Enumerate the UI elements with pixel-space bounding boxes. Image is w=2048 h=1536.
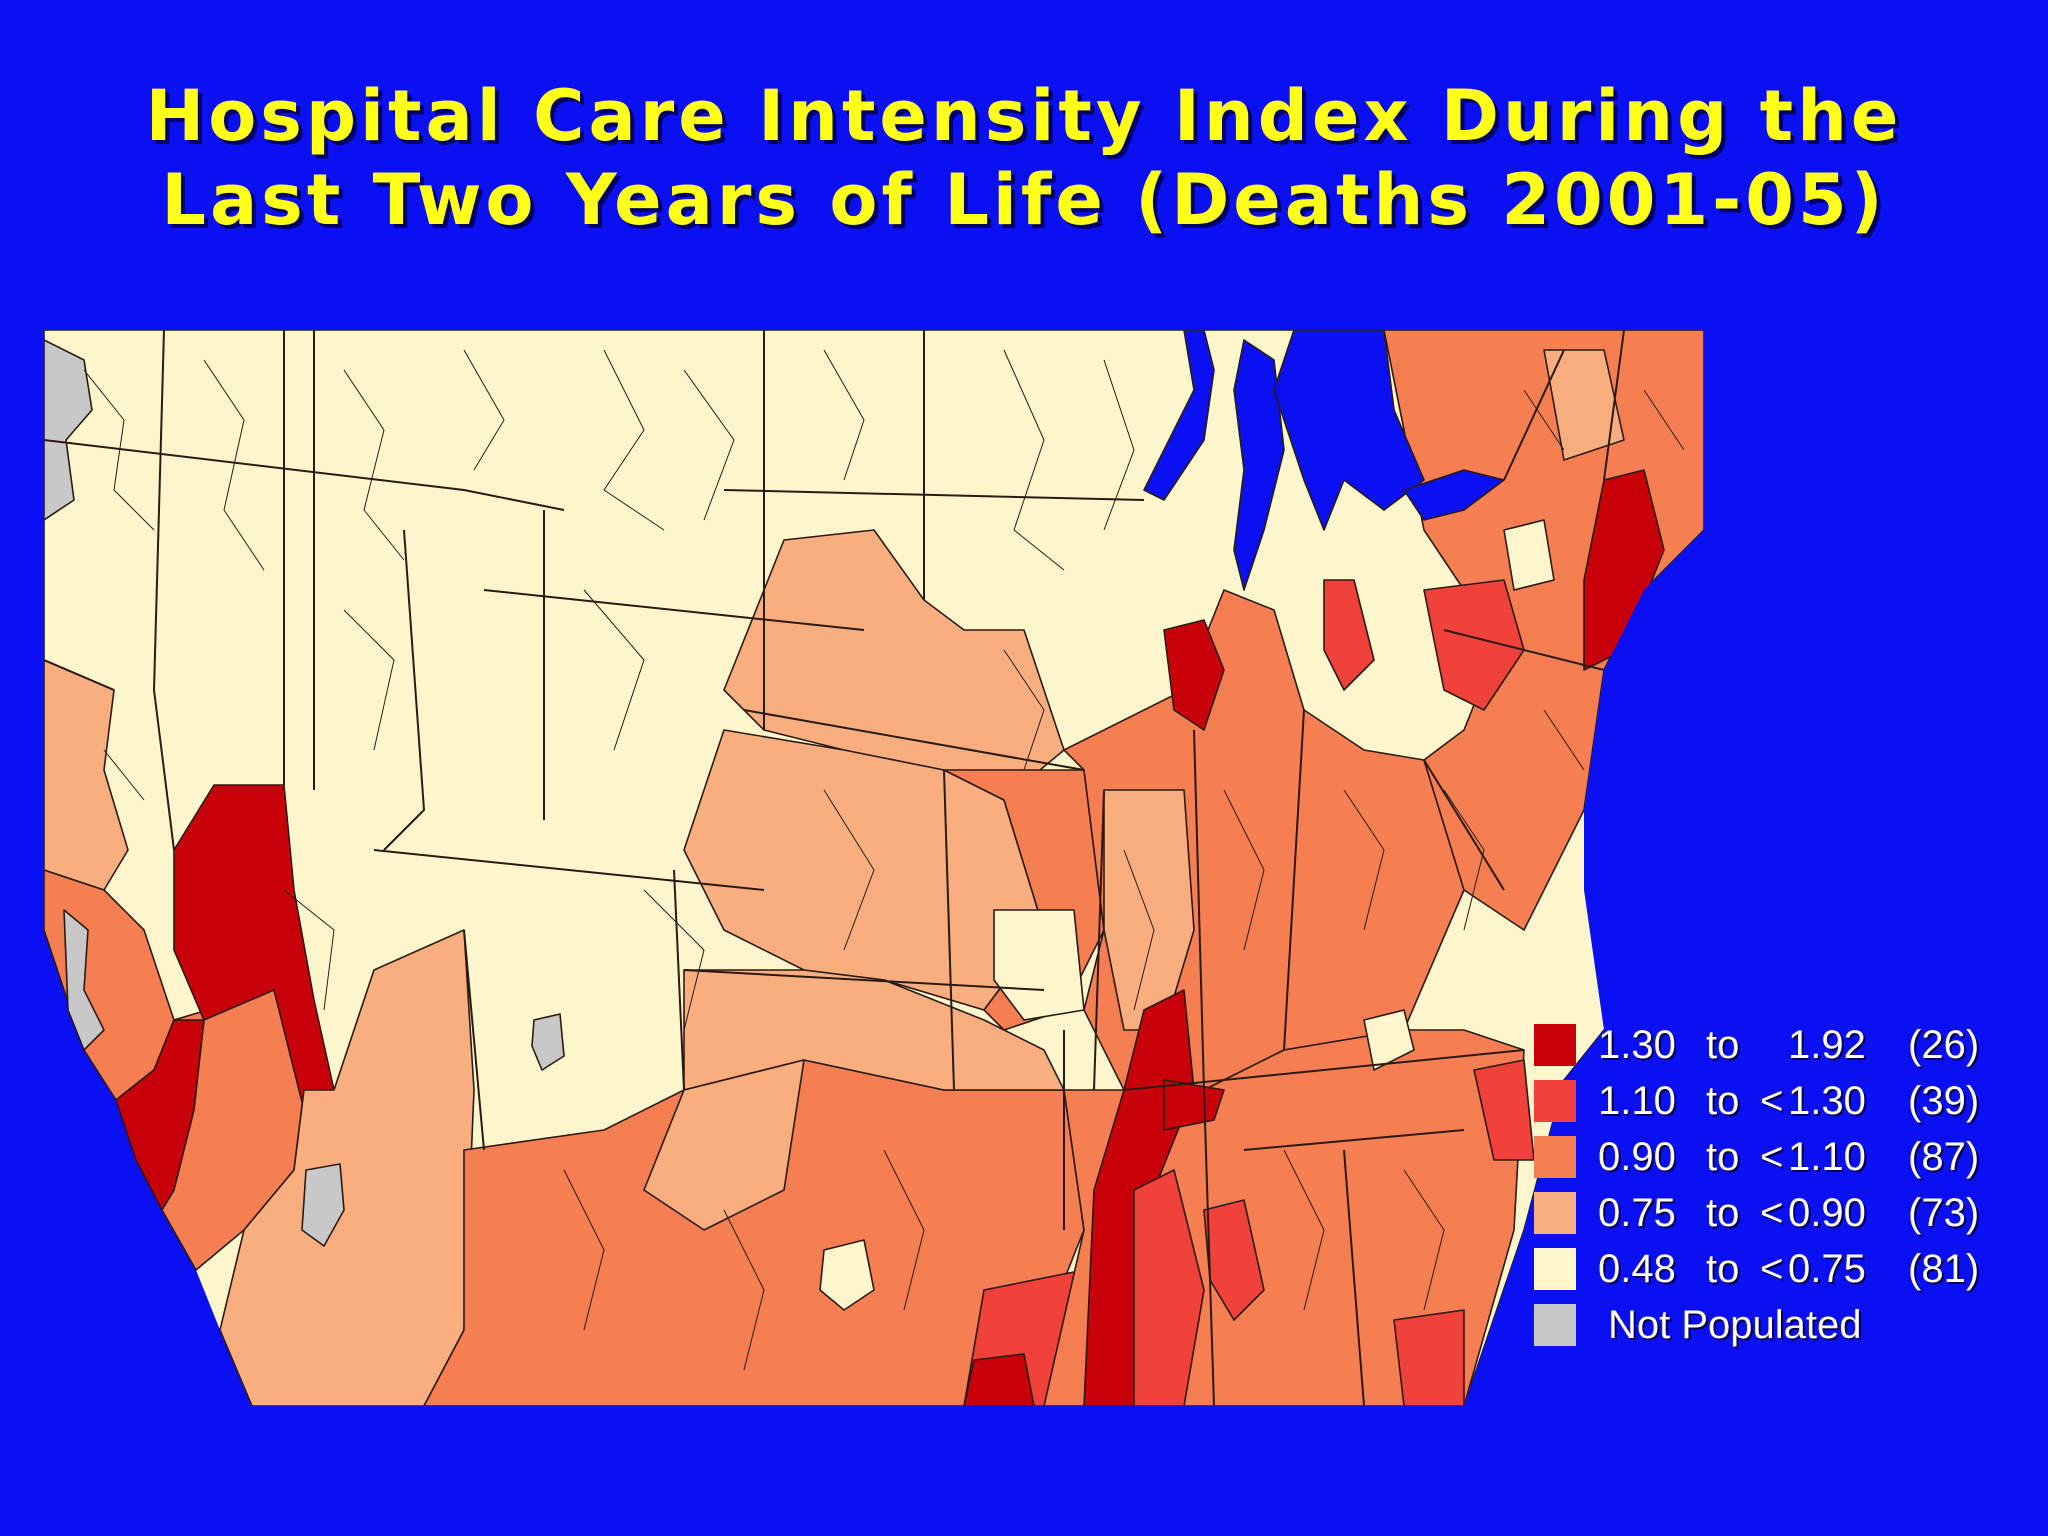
legend-count: (73) bbox=[1908, 1191, 1980, 1235]
legend-less-than: < bbox=[1760, 1191, 1784, 1235]
legend-range-upto: 1.30 bbox=[1788, 1079, 1866, 1123]
legend-item: 1.30 to 1.92 (26) bbox=[1534, 1020, 2004, 1070]
hrr-texas-mcallen bbox=[963, 1353, 1035, 1406]
legend-range-from: 1.30 bbox=[1598, 1023, 1676, 1067]
legend-count: (81) bbox=[1908, 1247, 1980, 1291]
legend-less-than: < bbox=[1760, 1135, 1784, 1179]
not-populated-nm bbox=[531, 1013, 565, 1071]
legend-not-populated-label: Not Populated bbox=[1608, 1303, 1862, 1347]
title-line-1: Hospital Care Intensity Index During the bbox=[145, 75, 1903, 157]
legend-swatch bbox=[1534, 1136, 1576, 1178]
hrr-borders bbox=[83, 349, 1685, 1371]
hrr-texas-lubbock bbox=[643, 1059, 805, 1231]
legend-range-from: 1.10 bbox=[1598, 1079, 1676, 1123]
title-line-2: Last Two Years of Life (Deaths 2001-05) bbox=[161, 159, 1887, 241]
not-populated-ca-coast bbox=[63, 909, 105, 1051]
hrr-kansas-city bbox=[993, 909, 1085, 1021]
legend-item: 1.10 to <1.30 (39) bbox=[1534, 1076, 2004, 1126]
legend-swatch bbox=[1534, 1080, 1576, 1122]
legend-item: 0.48 to <0.75 (81) bbox=[1534, 1244, 2004, 1294]
legend-count: (26) bbox=[1908, 1023, 1980, 1067]
hrr-new-england-light bbox=[1543, 349, 1625, 461]
lake-superior bbox=[1143, 330, 1215, 501]
hrr-pennsylvania bbox=[1423, 579, 1525, 711]
legend-range-to-word: to bbox=[1706, 1135, 1740, 1179]
hrr-louisiana bbox=[1133, 1169, 1205, 1406]
state-borders bbox=[44, 330, 1625, 1406]
not-populated-az bbox=[301, 1163, 345, 1247]
legend-range-upto: 0.90 bbox=[1788, 1191, 1866, 1235]
legend-range-to-word: to bbox=[1706, 1023, 1740, 1067]
legend-range-to-word: to bbox=[1706, 1079, 1740, 1123]
legend-range-upto: 0.75 bbox=[1788, 1247, 1866, 1291]
legend-range-upto: 1.92 bbox=[1788, 1023, 1866, 1067]
choropleth-map bbox=[44, 330, 1704, 1406]
lake-erie bbox=[1403, 469, 1505, 521]
map-legend: 1.30 to 1.92 (26) 1.10 to <1.30 (39) 0.90 to <1.10… bbox=[1534, 1020, 2014, 1360]
hrr-tennessee-white bbox=[1363, 1009, 1415, 1071]
hrr-michigan-detroit bbox=[1323, 579, 1375, 691]
pacific-ocean bbox=[44, 930, 252, 1406]
legend-range-to-word: to bbox=[1706, 1191, 1740, 1235]
legend-swatch bbox=[1534, 1304, 1576, 1346]
legend-swatch bbox=[1534, 1024, 1576, 1066]
legend-range-from: 0.48 bbox=[1598, 1247, 1676, 1291]
legend-count: (87) bbox=[1908, 1135, 1980, 1179]
legend-less-than: < bbox=[1760, 1247, 1784, 1291]
hrr-chicago bbox=[1163, 619, 1225, 731]
hrr-ny-upstate bbox=[1503, 519, 1555, 591]
legend-less-than: < bbox=[1760, 1079, 1784, 1123]
hrr-florida-miami bbox=[1393, 1309, 1465, 1406]
legend-range-to-word: to bbox=[1706, 1247, 1740, 1291]
legend-count: (39) bbox=[1908, 1079, 1980, 1123]
hrr-texas-white bbox=[819, 1239, 875, 1311]
lake-huron-erie-ontario bbox=[1273, 330, 1425, 531]
legend-item: 0.75 to <0.90 (73) bbox=[1534, 1188, 2004, 1238]
not-populated-nw bbox=[44, 339, 93, 521]
legend-range-from: 0.90 bbox=[1598, 1135, 1676, 1179]
legend-item-not-populated: Not Populated bbox=[1534, 1300, 2004, 1350]
legend-swatch bbox=[1534, 1248, 1576, 1290]
atlantic-ocean bbox=[1464, 530, 1704, 1406]
slide-title: Hospital Care Intensity Index During the… bbox=[0, 74, 2048, 242]
legend-range-from: 0.75 bbox=[1598, 1191, 1676, 1235]
legend-swatch bbox=[1534, 1192, 1576, 1234]
legend-range-upto: 1.10 bbox=[1788, 1135, 1866, 1179]
legend-item: 0.90 to <1.10 (87) bbox=[1534, 1132, 2004, 1182]
